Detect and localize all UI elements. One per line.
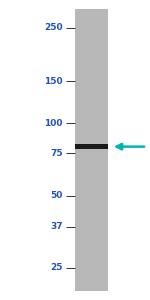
Bar <box>75 144 108 149</box>
Text: 25: 25 <box>51 263 63 272</box>
Bar <box>75 9 108 291</box>
Text: 50: 50 <box>51 191 63 200</box>
Text: 150: 150 <box>44 77 63 86</box>
Text: 37: 37 <box>50 222 63 231</box>
Text: 250: 250 <box>44 23 63 32</box>
Text: 75: 75 <box>50 149 63 158</box>
Text: 100: 100 <box>45 119 63 128</box>
